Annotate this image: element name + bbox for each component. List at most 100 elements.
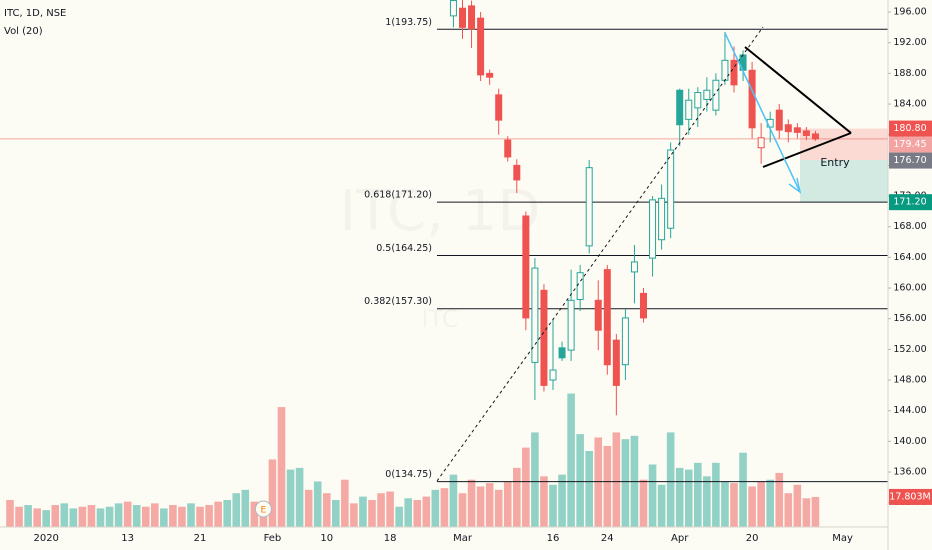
volume-bar bbox=[449, 474, 458, 527]
candle-body bbox=[667, 149, 675, 229]
volume-bar bbox=[24, 505, 32, 527]
arrow-line bbox=[724, 32, 801, 193]
volume-bar bbox=[721, 481, 729, 527]
volume-bar bbox=[748, 486, 756, 527]
candle-body bbox=[576, 272, 584, 301]
y-tick-label: 136.00 bbox=[893, 467, 926, 478]
candle-body bbox=[676, 89, 684, 126]
volume-bar bbox=[114, 503, 123, 527]
volume-bar bbox=[368, 499, 376, 527]
volume-bar bbox=[522, 447, 530, 527]
volume-bar bbox=[503, 481, 512, 527]
volume-bar bbox=[304, 489, 313, 527]
volume-bar bbox=[476, 486, 485, 527]
volume-bar bbox=[42, 510, 50, 527]
y-tick-label: 160.00 bbox=[893, 283, 926, 294]
x-tick-label: Apr bbox=[671, 533, 689, 544]
y-tick-label: 140.00 bbox=[893, 436, 926, 447]
chart-title: ITC, 1D, NSE bbox=[4, 8, 66, 19]
x-tick-label: 2020 bbox=[33, 533, 58, 544]
y-tick-label: 168.00 bbox=[893, 221, 926, 232]
volume-bar bbox=[322, 493, 331, 527]
volume-bar bbox=[766, 479, 774, 527]
volume-bar bbox=[784, 493, 793, 527]
arrow-head bbox=[788, 177, 802, 194]
volume-bar bbox=[286, 469, 295, 527]
volume-bar bbox=[313, 481, 322, 527]
volume-bar bbox=[6, 499, 14, 527]
volume-bar bbox=[377, 493, 385, 527]
candle-body bbox=[630, 261, 638, 273]
candle-body bbox=[567, 299, 575, 351]
volume-bar bbox=[386, 491, 394, 527]
volume-title: Vol (20) bbox=[4, 26, 43, 37]
volume-bar bbox=[694, 462, 702, 527]
price-label-box bbox=[889, 120, 932, 137]
volume-bar bbox=[666, 432, 675, 527]
volume-bar bbox=[567, 393, 575, 527]
volume-bar bbox=[33, 508, 41, 527]
x-tick-label: Mar bbox=[453, 533, 473, 544]
candle-body bbox=[522, 215, 530, 319]
volume-bar bbox=[250, 501, 259, 527]
candle-body bbox=[703, 89, 711, 100]
volume-bar bbox=[15, 506, 23, 527]
volume-bar bbox=[730, 483, 738, 527]
volume-bar bbox=[196, 506, 204, 527]
volume-bar bbox=[151, 503, 159, 527]
volume-bar bbox=[422, 496, 431, 527]
x-tick-label: 16 bbox=[547, 533, 560, 544]
volume-bar bbox=[621, 439, 630, 527]
candle-body bbox=[459, 7, 466, 28]
volume-bar bbox=[775, 472, 784, 527]
volume-bar bbox=[169, 505, 177, 527]
volume-bar bbox=[712, 462, 720, 527]
volume-bar bbox=[223, 499, 231, 527]
y-tick-label: 144.00 bbox=[893, 405, 926, 416]
volume-bar bbox=[657, 484, 666, 527]
candle-body bbox=[757, 137, 765, 149]
candle-body bbox=[811, 133, 819, 140]
candle-body bbox=[793, 127, 801, 133]
volume-bar bbox=[793, 484, 802, 527]
x-tick-label: 20 bbox=[746, 533, 759, 544]
entry-label: Entry bbox=[820, 156, 850, 169]
candle-body bbox=[649, 199, 657, 259]
volume-bar bbox=[141, 506, 150, 527]
x-tick-label: 18 bbox=[384, 533, 397, 544]
volume-bar bbox=[241, 489, 250, 527]
volume-bar bbox=[187, 503, 195, 527]
fib-label: 0.5(164.25) bbox=[376, 243, 432, 254]
volume-bar bbox=[404, 498, 412, 527]
candle-body bbox=[449, 0, 457, 17]
volume-bar bbox=[675, 467, 684, 527]
volume-bar bbox=[96, 508, 105, 527]
price-label-box bbox=[889, 194, 932, 211]
volume-bar bbox=[802, 498, 811, 527]
volume-bar bbox=[205, 505, 213, 527]
candle-body bbox=[540, 289, 548, 386]
x-tick-label: Feb bbox=[264, 533, 282, 544]
y-tick-label: 152.00 bbox=[893, 344, 926, 355]
volume-bar bbox=[585, 450, 593, 527]
fib-label: 0.382(157.30) bbox=[364, 296, 432, 307]
volume-bar bbox=[69, 508, 78, 527]
volume-bar bbox=[458, 493, 467, 527]
volume-bar bbox=[350, 503, 358, 527]
earnings-label: E bbox=[261, 506, 267, 516]
y-tick-label: 164.00 bbox=[893, 252, 926, 263]
candle-body bbox=[685, 99, 693, 120]
drawings bbox=[436, 26, 852, 482]
fib-label: 0.618(171.20) bbox=[364, 190, 432, 201]
volume-bar bbox=[811, 496, 820, 527]
x-tick-label: 10 bbox=[320, 533, 333, 544]
y-tick-label: 192.00 bbox=[893, 37, 926, 48]
volume-bar bbox=[549, 484, 557, 527]
volume-bar bbox=[440, 488, 449, 527]
candle-body bbox=[585, 167, 593, 247]
x-tick-label: 21 bbox=[194, 533, 207, 544]
y-tick-label: 188.00 bbox=[893, 68, 926, 79]
fib-label: 1(193.75) bbox=[385, 17, 432, 28]
